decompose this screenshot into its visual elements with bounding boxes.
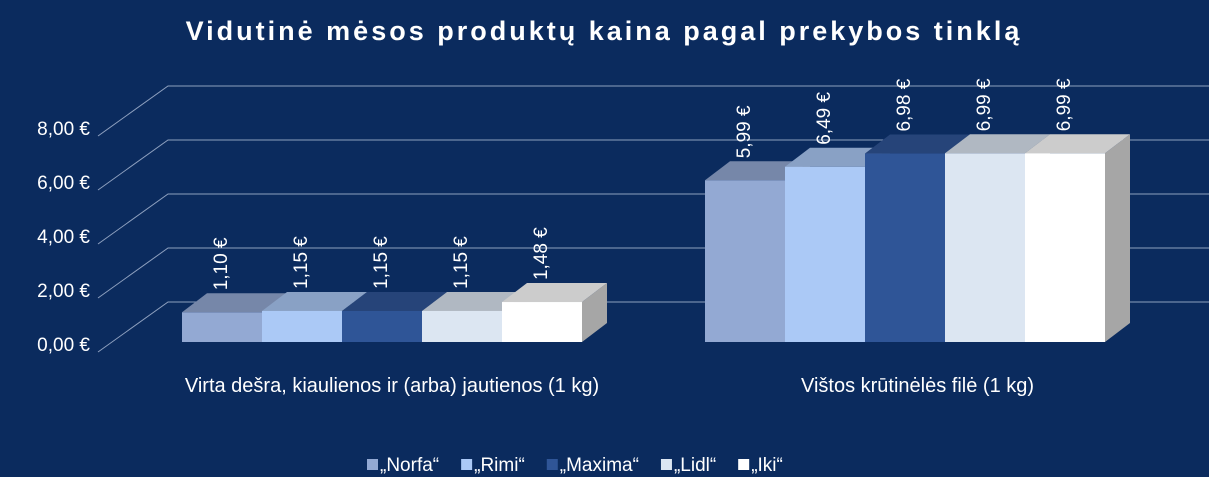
value-label: 6,99 € xyxy=(974,78,995,131)
value-label: 6,99 € xyxy=(1054,78,1075,131)
bar xyxy=(502,283,607,342)
value-label: 1,15 € xyxy=(291,236,312,289)
bar-front xyxy=(945,153,1025,342)
legend-label: „Maxima“ xyxy=(560,455,639,476)
bar-top xyxy=(785,147,890,167)
value-label: 1,15 € xyxy=(371,236,392,289)
bar-top xyxy=(342,291,447,311)
legend-swatch xyxy=(546,459,558,470)
y-tick-label: 2,00 € xyxy=(37,281,90,302)
legend-swatch xyxy=(738,459,750,470)
value-label: 1,10 € xyxy=(211,237,232,290)
bar-top xyxy=(262,291,367,311)
bar-top xyxy=(422,291,527,311)
y-tick-label: 0,00 € xyxy=(37,335,90,356)
legend-swatch xyxy=(461,459,473,470)
bar-front xyxy=(785,166,865,342)
x-tick-label: Vištos krūtinėlės filė (1 kg) xyxy=(800,375,1035,397)
value-label: 1,48 € xyxy=(531,227,552,280)
value-label: 6,49 € xyxy=(814,92,835,145)
legend-swatch xyxy=(367,459,378,470)
bar-top xyxy=(945,134,1050,154)
y-tick-label: 6,00 € xyxy=(37,173,90,194)
legend-swatch xyxy=(660,459,672,470)
value-label: 6,98 € xyxy=(894,78,915,131)
bar-top xyxy=(182,293,287,313)
bar-front xyxy=(422,310,502,342)
bar-top xyxy=(705,161,810,181)
bar-front xyxy=(502,302,582,342)
value-label: 5,99 € xyxy=(734,105,755,158)
y-tick-label: 8,00 € xyxy=(37,119,90,140)
bar-front xyxy=(705,180,785,342)
grid-line xyxy=(97,85,1209,137)
x-tick-label: Virta dešra, kiaulienos ir (arba) jautie… xyxy=(184,375,600,397)
bar-front xyxy=(1025,153,1105,342)
chart-title: Vidutinė mėsos produktų kaina pagal prek… xyxy=(186,16,1023,46)
bar-top xyxy=(502,283,607,303)
bar-side xyxy=(1105,134,1130,342)
legend-label: „Lidl“ xyxy=(674,455,716,476)
bar-front xyxy=(342,310,422,342)
bar-side xyxy=(582,283,607,342)
grid-line xyxy=(97,139,1209,191)
bar-top xyxy=(865,134,970,154)
y-tick-label: 4,00 € xyxy=(37,227,90,248)
bar xyxy=(1025,134,1130,342)
bar-front xyxy=(262,310,342,342)
legend-label: „Rimi“ xyxy=(474,455,525,476)
bar-top xyxy=(1025,134,1130,154)
legend-label: „Iki“ xyxy=(751,455,783,476)
value-label: 1,15 € xyxy=(451,236,472,289)
legend-label: „Norfa“ xyxy=(380,455,439,476)
bar-front xyxy=(182,312,262,342)
bar-front xyxy=(865,153,945,342)
